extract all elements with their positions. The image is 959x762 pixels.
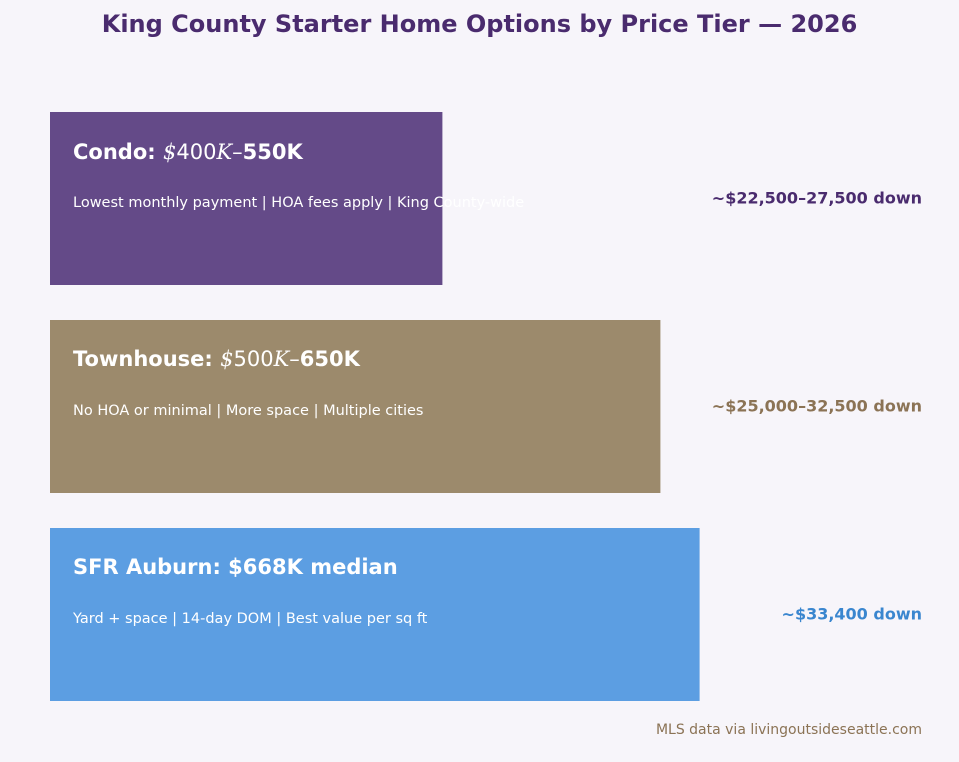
price-low-townhouse: 500 [233,347,274,371]
price-range-sfr: $668K median [228,555,398,579]
bar-subtitle-townhouse: No HOA or minimal | More space | Multipl… [73,403,424,419]
bar-subtitle-condo: Lowest monthly payment | HOA fees apply … [73,195,525,211]
price-high-condo: 550K [242,140,303,164]
source-annotation: MLS data via livingoutsideseattle.com [655,722,922,738]
bar-name-townhouse: Townhouse [73,347,205,371]
down-payment-condo: ~$22,500–27,500 down [711,188,922,208]
bar-name-condo: Condo [73,140,148,164]
bar-label-sfr: SFR Auburn: $668K median [73,555,398,579]
price-high-townhouse: 650K [299,347,360,371]
price-low-condo: 400 [176,140,217,164]
bar-name-sfr: SFR Auburn [73,555,213,579]
bar-townhouse [50,320,661,493]
bar-label-condo: Condo: $400K–550K [73,140,303,164]
down-payment-sfr: ~$33,400 down [781,604,922,624]
bar-condo [50,112,443,285]
down-payment-townhouse: ~$25,000–32,500 down [711,396,922,416]
bar-label-townhouse: Townhouse: $500K–650K [73,347,360,371]
bar-sfr-auburn [50,528,700,701]
chart-title: King County Starter Home Options by Pric… [101,10,858,38]
bar-subtitle-sfr: Yard + space | 14-day DOM | Best value p… [73,611,428,627]
